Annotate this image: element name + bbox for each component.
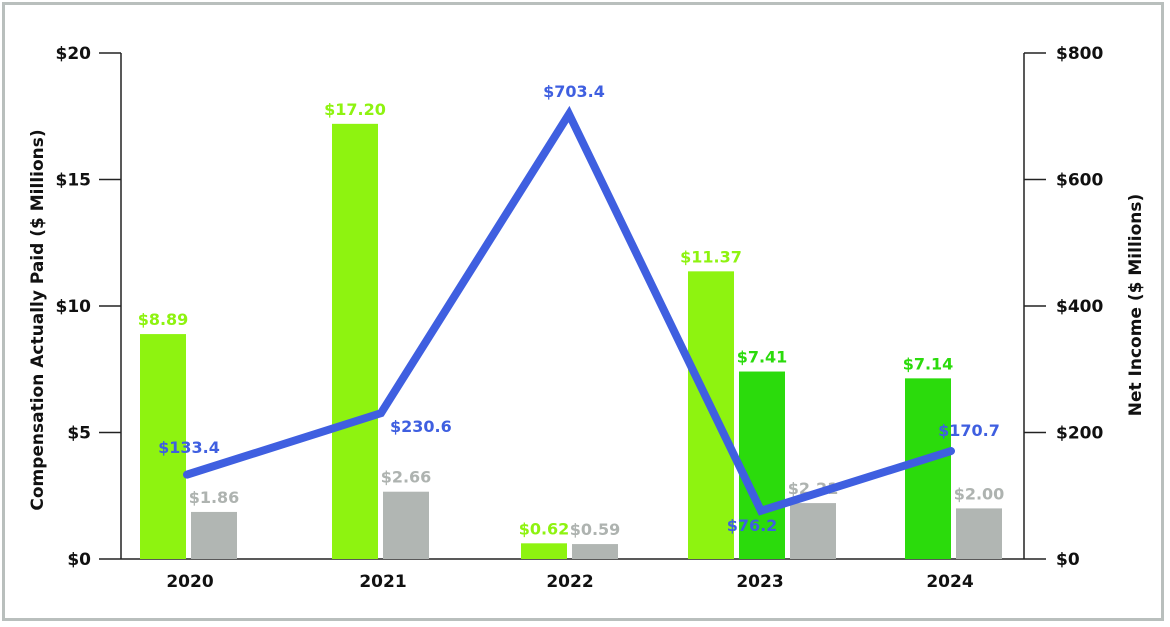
line-value-label: $76.2 <box>727 516 778 535</box>
x-tick-label: 2021 <box>359 572 406 592</box>
bar-2024-1 <box>956 508 1002 559</box>
left-tick-label: $15 <box>56 171 92 191</box>
line-value-label: $133.4 <box>158 438 220 457</box>
bar-value-label: $0.62 <box>519 519 570 538</box>
bar-2022-0 <box>521 543 567 559</box>
right-axis-title: Net Income ($ Millions) <box>1126 194 1146 417</box>
bar-value-label: $7.14 <box>903 354 954 373</box>
right-tick-label: $0 <box>1056 550 1080 570</box>
line-value-label: $230.6 <box>390 417 452 436</box>
bar-value-label: $1.86 <box>189 488 240 507</box>
left-tick-label: $0 <box>67 550 91 570</box>
bar-2021-1 <box>383 491 429 559</box>
x-tick-label: 2022 <box>546 572 593 592</box>
bar-2022-1 <box>572 544 618 559</box>
right-tick-label: $600 <box>1056 171 1103 191</box>
line-value-label: $170.7 <box>938 421 1000 440</box>
bar-2021-0 <box>332 123 378 559</box>
left-tick-label: $5 <box>67 424 91 444</box>
net-income-line <box>183 105 955 516</box>
right-tick-label: $200 <box>1056 424 1103 444</box>
left-tick-label: $20 <box>56 44 92 64</box>
bar-2023-1 <box>739 371 785 559</box>
x-tick-label: 2020 <box>166 572 213 592</box>
x-tick-label: 2024 <box>926 572 973 592</box>
bar-value-label: $8.89 <box>138 310 189 329</box>
left-tick-label: $10 <box>56 297 92 317</box>
bar-value-label: $2.00 <box>954 484 1005 503</box>
bar-value-label: $11.37 <box>680 247 742 266</box>
left-axis-title: Compensation Actually Paid ($ Millions) <box>28 129 48 510</box>
right-tick-label: $400 <box>1056 297 1103 317</box>
bar-value-label: $7.41 <box>737 348 788 367</box>
bar-value-label: $2.66 <box>381 468 432 487</box>
line-value-label: $703.4 <box>543 82 605 101</box>
bar-value-label: $0.59 <box>570 520 621 539</box>
bar-2024-0 <box>905 378 951 559</box>
right-tick-label: $800 <box>1056 44 1103 64</box>
bar-2020-1 <box>191 511 237 559</box>
x-tick-label: 2023 <box>736 572 783 592</box>
bar-value-label: $17.20 <box>324 100 386 119</box>
bar-2023-2 <box>790 503 836 559</box>
bar-2020-0 <box>140 334 186 559</box>
